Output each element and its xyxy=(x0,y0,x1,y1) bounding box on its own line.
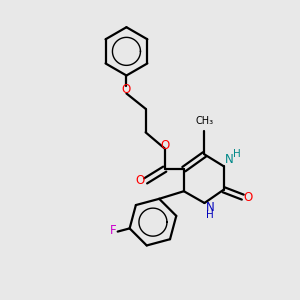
Text: N: N xyxy=(206,201,215,214)
Text: O: O xyxy=(160,139,169,152)
Text: CH₃: CH₃ xyxy=(195,116,214,126)
Text: H: H xyxy=(206,210,214,220)
Text: F: F xyxy=(110,224,116,238)
Text: O: O xyxy=(136,174,145,188)
Text: O: O xyxy=(243,190,252,204)
Text: H: H xyxy=(233,149,241,159)
Text: N: N xyxy=(225,153,234,166)
Text: O: O xyxy=(122,83,131,96)
